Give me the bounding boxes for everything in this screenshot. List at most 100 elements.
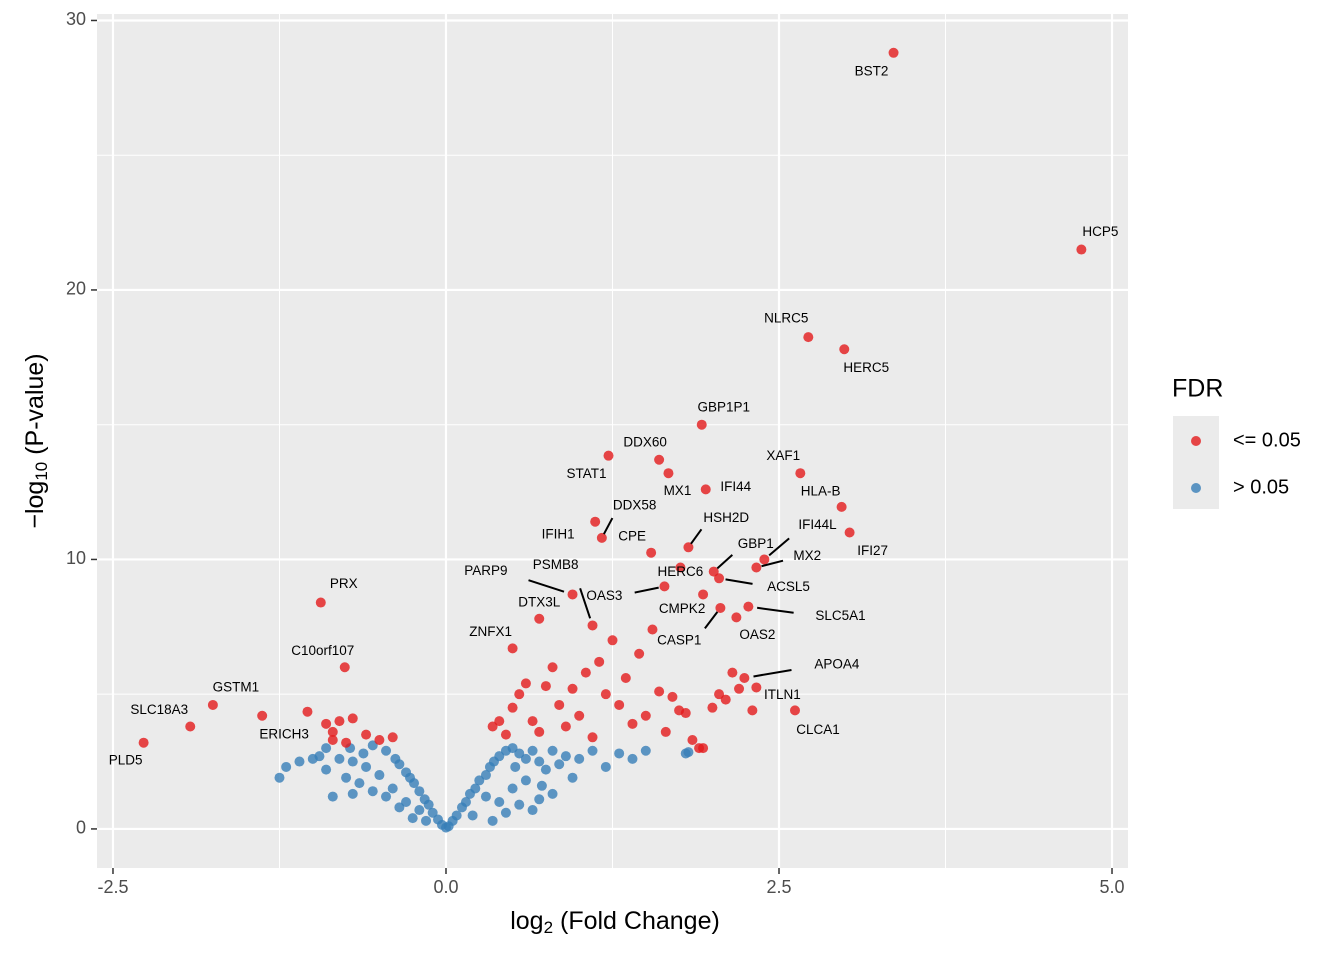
point (707, 702, 718, 713)
point-label: XAF1 (766, 448, 800, 463)
leader-line (768, 537, 790, 557)
point-label: DDX58 (613, 497, 657, 512)
point (700, 484, 711, 495)
point (138, 737, 149, 748)
point (687, 734, 698, 745)
point (714, 689, 725, 700)
point-label: PARP9 (464, 563, 507, 578)
point (451, 810, 462, 821)
x-title-rest: (Fold Change) (553, 907, 720, 935)
point (534, 794, 545, 805)
point (302, 706, 313, 717)
point (654, 686, 665, 697)
point-label: ACSL5 (767, 579, 810, 594)
point (683, 747, 694, 758)
legend-label: <= 0.05 (1233, 429, 1301, 451)
point-label: BST2 (855, 63, 889, 78)
point (361, 761, 372, 772)
point (374, 770, 385, 781)
x-title-base: log (510, 907, 543, 935)
y-tick-label: 30 (66, 9, 86, 29)
point (401, 796, 412, 807)
point (321, 718, 332, 729)
point (574, 753, 585, 764)
point (367, 786, 378, 797)
point (307, 753, 318, 764)
point (534, 756, 545, 767)
point-label: HLA-B (801, 483, 841, 498)
point (683, 542, 694, 553)
point (467, 810, 478, 821)
point (751, 562, 762, 573)
point (527, 745, 538, 756)
point-label: ZNFX1 (469, 624, 512, 639)
point (494, 716, 505, 727)
point (803, 332, 814, 343)
point (739, 673, 750, 684)
point (708, 566, 719, 577)
point (520, 753, 531, 764)
point (607, 635, 618, 646)
point-label: CMPK2 (659, 601, 706, 616)
point (427, 807, 438, 818)
point (520, 678, 531, 689)
point (620, 673, 631, 684)
point (480, 791, 491, 802)
point-label: MX1 (664, 483, 692, 498)
point (614, 748, 625, 759)
point-label: PLD5 (109, 752, 143, 767)
point (347, 788, 358, 799)
point (507, 783, 518, 794)
point (590, 516, 601, 527)
point-label: ERICH3 (259, 726, 309, 741)
point (341, 772, 352, 783)
point-label: SLC5A1 (815, 608, 865, 623)
point (414, 786, 425, 797)
point-label: GBP1 (738, 536, 774, 551)
point (294, 756, 305, 767)
point (715, 602, 726, 613)
point (663, 468, 674, 479)
point (339, 662, 350, 673)
legend-title: FDR (1172, 375, 1223, 403)
point (381, 791, 392, 802)
point (627, 718, 638, 729)
legend-marker (1191, 436, 1201, 446)
point-label: C10orf107 (291, 643, 354, 658)
point (514, 799, 525, 810)
y-tick-label: 10 (66, 548, 86, 568)
point (634, 648, 645, 659)
point (547, 745, 558, 756)
point (514, 748, 525, 759)
point (698, 743, 709, 754)
point (341, 737, 352, 748)
point (387, 783, 398, 794)
point (795, 468, 806, 479)
legend-label: > 0.05 (1233, 476, 1289, 498)
point (540, 764, 551, 775)
point (507, 702, 518, 713)
y-tick-label: 0 (76, 818, 86, 838)
point-label: MX2 (793, 548, 821, 563)
point-label: DDX60 (623, 434, 667, 449)
point (419, 794, 430, 805)
point (751, 682, 762, 693)
point (720, 694, 731, 705)
leader-line (761, 559, 784, 568)
point-label: HERC6 (658, 564, 704, 579)
point-label: IFI44L (798, 517, 837, 532)
point-label: OAS3 (586, 588, 622, 603)
point (354, 778, 365, 789)
point (836, 501, 847, 512)
x-tick-label: 0.0 (433, 877, 458, 897)
point (534, 726, 545, 737)
point (257, 710, 268, 721)
point (759, 554, 770, 565)
point-label: IFI44 (720, 479, 751, 494)
point (839, 344, 850, 355)
leader-line (725, 578, 753, 585)
point (594, 656, 605, 667)
point (507, 743, 518, 754)
point (510, 761, 521, 772)
point (888, 47, 899, 58)
